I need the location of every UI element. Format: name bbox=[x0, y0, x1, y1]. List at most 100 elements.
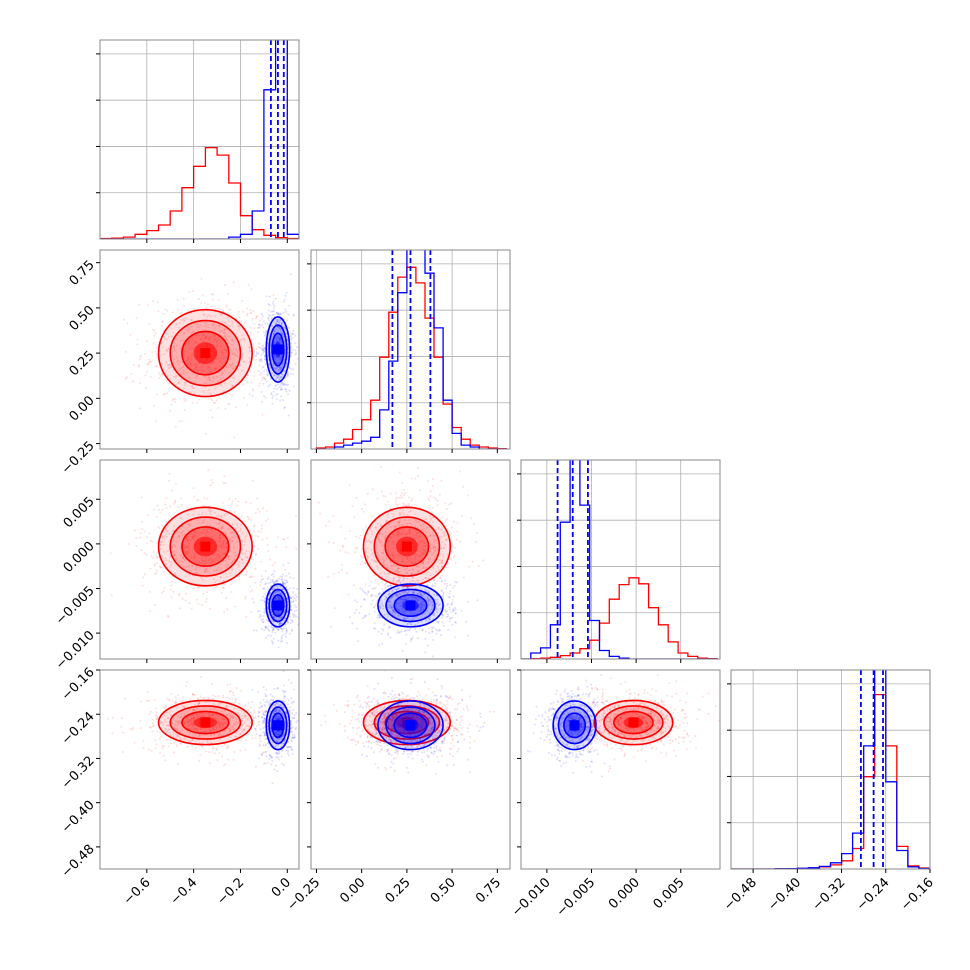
sample-point bbox=[446, 584, 449, 587]
sample-point bbox=[285, 384, 288, 386]
sample-point bbox=[382, 494, 385, 497]
sample-point bbox=[211, 298, 214, 301]
sample-point bbox=[272, 620, 275, 623]
sample-point bbox=[183, 397, 186, 400]
sample-point bbox=[295, 606, 297, 609]
sample-point bbox=[459, 470, 462, 473]
sample-point bbox=[187, 550, 190, 553]
sample-point bbox=[292, 600, 295, 602]
sample-point bbox=[226, 714, 229, 716]
sample-point bbox=[244, 714, 247, 717]
sample-point bbox=[238, 577, 241, 580]
sample-point bbox=[183, 317, 185, 320]
sample-point bbox=[390, 606, 393, 609]
sample-point bbox=[183, 364, 185, 367]
sample-point bbox=[147, 699, 150, 702]
sample-point bbox=[173, 751, 175, 754]
sample-point bbox=[287, 699, 290, 702]
sample-point bbox=[466, 634, 469, 637]
sample-point bbox=[111, 716, 114, 719]
sample-point bbox=[270, 574, 273, 576]
sample-point bbox=[276, 311, 278, 314]
sample-point bbox=[219, 536, 222, 539]
sample-point bbox=[220, 722, 222, 725]
sample-point bbox=[211, 560, 214, 563]
sample-point bbox=[174, 701, 177, 704]
sample-point bbox=[270, 634, 272, 637]
sample-point bbox=[279, 711, 281, 713]
sample-point bbox=[192, 513, 195, 516]
sample-point bbox=[206, 591, 208, 594]
sample-point bbox=[159, 547, 162, 550]
sample-point bbox=[186, 586, 189, 589]
sample-point bbox=[183, 706, 185, 709]
sample-point bbox=[208, 314, 210, 317]
sample-point bbox=[156, 393, 159, 396]
sample-point bbox=[404, 613, 407, 615]
sample-point bbox=[438, 493, 441, 496]
sample-point bbox=[251, 394, 254, 397]
sample-point bbox=[248, 356, 251, 359]
sample-point bbox=[265, 295, 268, 298]
sample-point bbox=[263, 358, 266, 361]
sample-point bbox=[260, 754, 263, 757]
sample-point bbox=[291, 736, 294, 739]
sample-point bbox=[280, 730, 283, 732]
sample-point bbox=[409, 557, 412, 560]
sample-point bbox=[257, 547, 260, 550]
sample-point bbox=[182, 297, 185, 300]
sample-point bbox=[173, 376, 176, 379]
sample-point bbox=[394, 500, 397, 503]
sample-point bbox=[414, 597, 417, 600]
sample-point bbox=[197, 586, 200, 589]
sample-point bbox=[185, 551, 188, 554]
sample-point bbox=[280, 578, 283, 581]
sample-point bbox=[241, 552, 244, 555]
sample-point bbox=[198, 513, 200, 516]
sample-point bbox=[180, 738, 183, 741]
blue-contour bbox=[268, 588, 288, 623]
sample-point bbox=[163, 393, 166, 396]
sample-point bbox=[267, 598, 270, 601]
sample-point bbox=[239, 529, 241, 532]
sample-point bbox=[207, 741, 209, 744]
sample-point bbox=[267, 549, 270, 552]
sample-point bbox=[252, 601, 255, 604]
sample-point bbox=[268, 363, 271, 366]
sample-point bbox=[217, 701, 220, 704]
sample-point bbox=[276, 388, 279, 390]
sample-point bbox=[181, 704, 184, 707]
sample-point bbox=[194, 728, 197, 730]
sample-point bbox=[217, 566, 220, 569]
sample-point bbox=[383, 613, 386, 616]
sample-point bbox=[215, 554, 218, 557]
sample-point bbox=[171, 311, 174, 314]
sample-point bbox=[416, 475, 419, 478]
sample-point bbox=[416, 593, 419, 596]
sample-point bbox=[406, 623, 409, 625]
sample-point bbox=[211, 713, 214, 716]
sample-point bbox=[410, 612, 413, 615]
sample-point bbox=[277, 378, 280, 381]
sample-point bbox=[285, 390, 288, 393]
sample-point bbox=[280, 615, 283, 618]
sample-point bbox=[175, 727, 178, 730]
sample-point bbox=[398, 512, 401, 515]
sample-point bbox=[381, 552, 384, 555]
sample-point bbox=[427, 627, 430, 629]
sample-point bbox=[211, 682, 214, 685]
sample-point bbox=[269, 344, 272, 346]
sample-point bbox=[405, 585, 408, 588]
sample-point bbox=[255, 629, 258, 632]
red-contour bbox=[157, 506, 253, 587]
sample-point bbox=[213, 707, 216, 710]
sample-point bbox=[356, 547, 359, 550]
sample-point bbox=[171, 700, 174, 703]
sample-point bbox=[433, 612, 436, 615]
sample-point bbox=[271, 564, 274, 567]
sample-point bbox=[262, 620, 265, 623]
sample-point bbox=[217, 745, 220, 748]
sample-point bbox=[454, 612, 457, 615]
sample-point bbox=[197, 703, 200, 706]
sample-point bbox=[377, 630, 380, 633]
